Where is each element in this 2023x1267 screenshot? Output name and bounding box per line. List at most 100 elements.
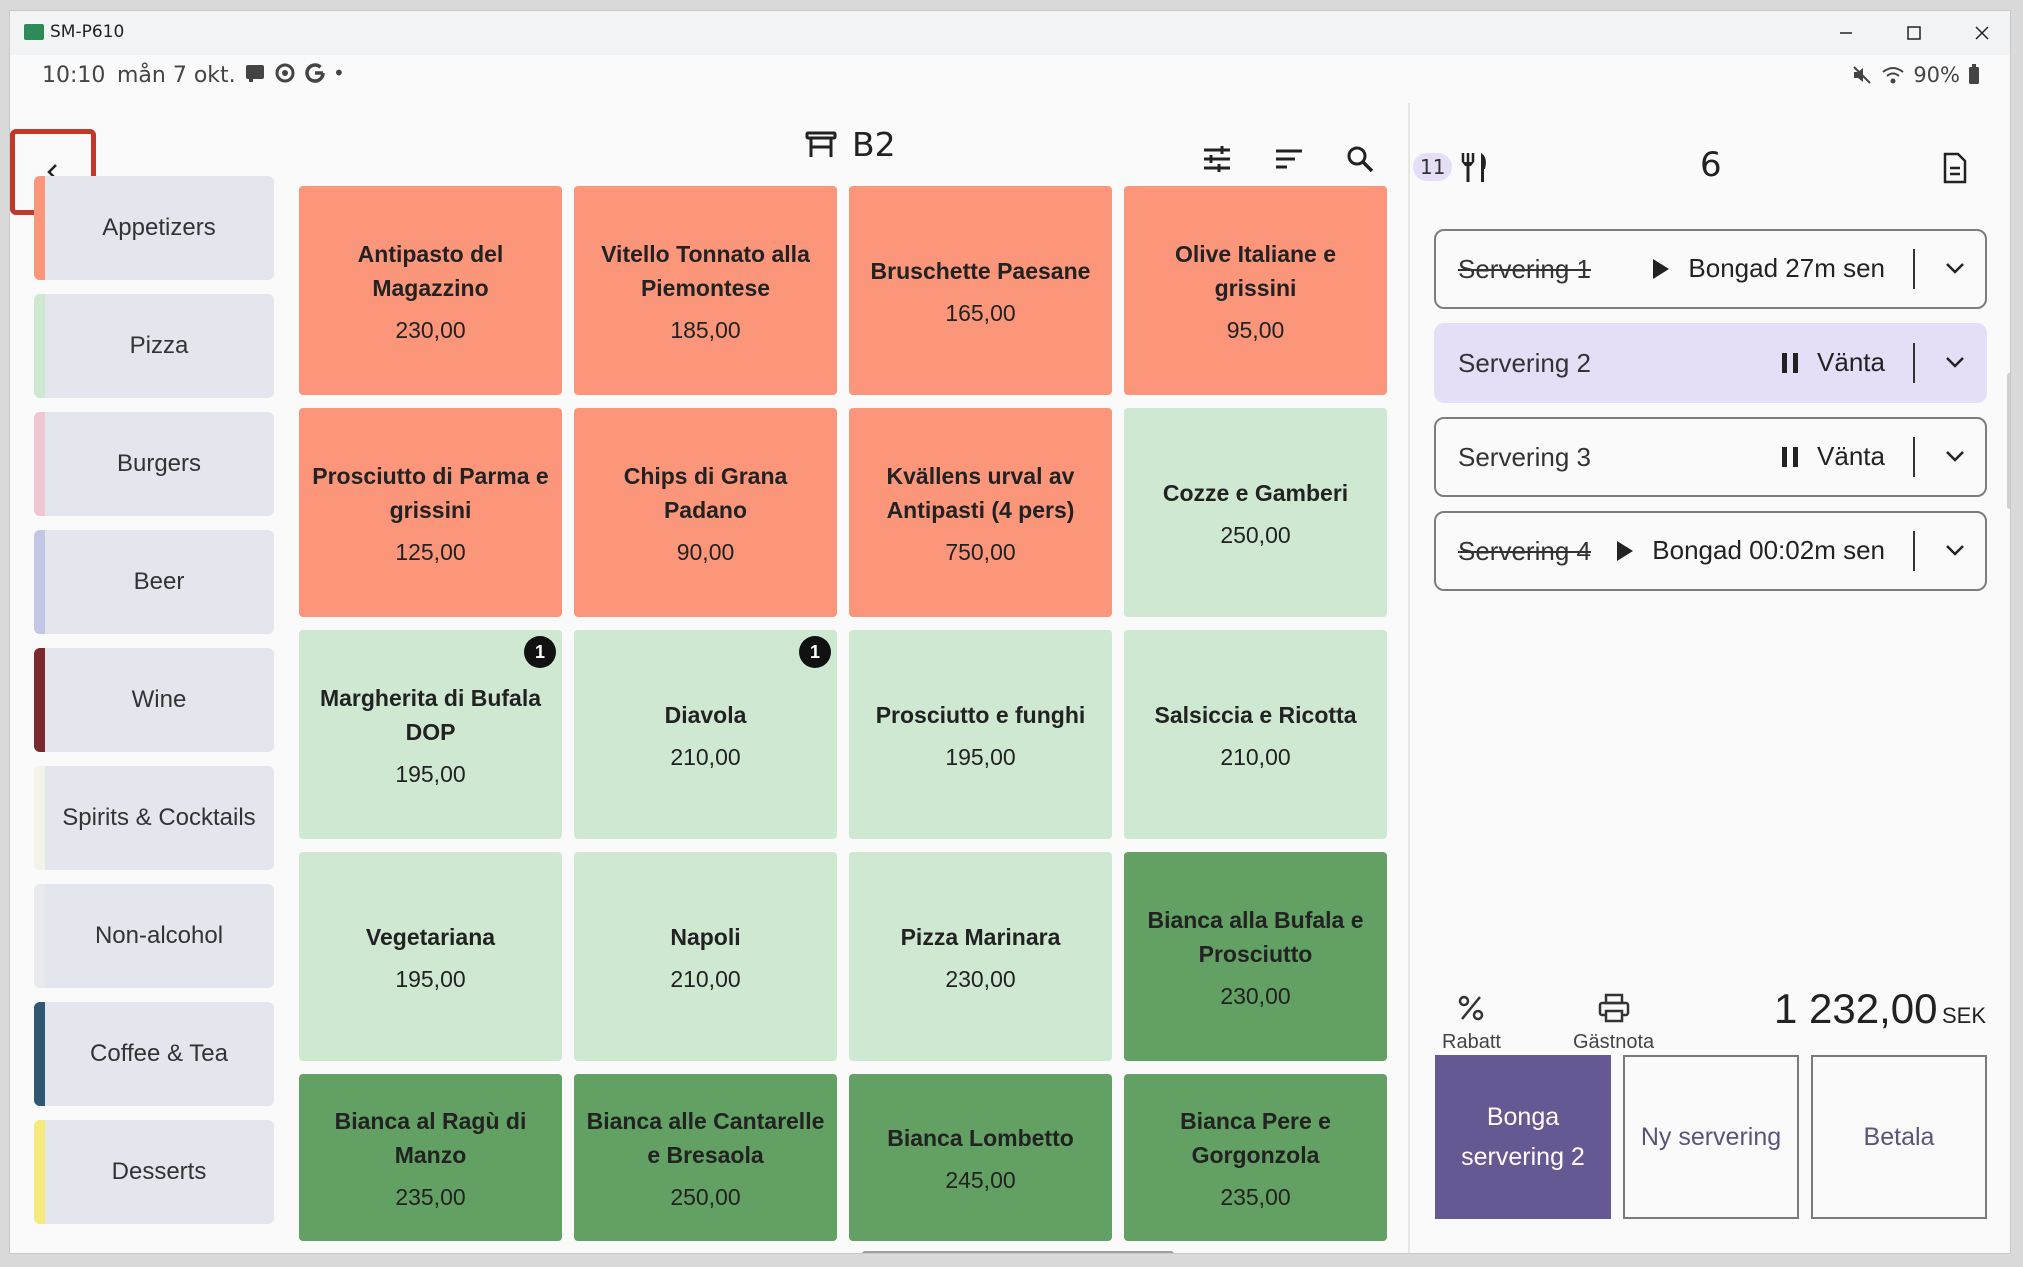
product-name: Prosciutto e funghi <box>875 702 1086 728</box>
product-tile[interactable]: Napoli 210,00 <box>574 852 837 1061</box>
product-price: 195,00 <box>395 966 466 992</box>
product-price: 230,00 <box>1220 983 1291 1009</box>
maximize-button[interactable] <box>1884 15 1944 51</box>
product-tile[interactable]: Antipasto del Magazzino 230,00 <box>299 186 562 395</box>
chevron-down-icon[interactable] <box>1943 350 1967 374</box>
category-color-bar <box>34 766 45 870</box>
app-icon <box>24 24 44 40</box>
course-row-4[interactable]: Servering 4 Bongad 00:02m sen <box>1434 511 1987 591</box>
category-pizza[interactable]: Pizza <box>34 294 274 398</box>
discount-button[interactable]: Rabatt <box>1442 993 1501 1054</box>
wifi-icon <box>1882 67 1904 84</box>
course-separator <box>1913 249 1915 289</box>
filter-button[interactable] <box>1187 129 1247 189</box>
product-name: Kvällens urval av Antipasti (4 pers) <box>886 463 1075 523</box>
course-row-2[interactable]: Servering 2 Vänta <box>1434 323 1987 403</box>
chevron-down-icon[interactable] <box>1943 256 1967 280</box>
battery-icon <box>1969 64 1979 84</box>
course-separator <box>1913 531 1915 571</box>
product-tile[interactable]: Prosciutto di Parma e grissini 125,00 <box>299 408 562 617</box>
product-tile[interactable]: 1 Margherita di Bufala DOP 195,00 <box>299 630 562 839</box>
course-status-text: Bongad 00:02m sen <box>1652 535 1885 565</box>
category-non-alcohol[interactable]: Non-alcohol <box>34 884 274 988</box>
guests-indicator[interactable]: 11 <box>1413 150 1490 184</box>
minimize-icon <box>1840 32 1852 34</box>
product-tile[interactable]: Cozze e Gamberi 250,00 <box>1124 408 1387 617</box>
navigation-handle[interactable] <box>862 1251 1174 1253</box>
product-price: 250,00 <box>1220 522 1291 548</box>
product-tile[interactable]: Olive Italiane e grissini 95,00 <box>1124 186 1387 395</box>
total-currency: SEK <box>1941 1003 1986 1028</box>
product-name: Prosciutto di Parma e grissini <box>312 463 549 523</box>
pause-icon <box>1782 446 1799 467</box>
product-price: 210,00 <box>1220 744 1291 770</box>
play-icon <box>1653 258 1670 279</box>
new-course-button[interactable]: Ny servering <box>1623 1055 1799 1219</box>
category-label: Burgers <box>116 450 202 477</box>
battery-level: 90% <box>1913 63 1960 87</box>
product-tile[interactable]: Salsiccia e Ricotta 210,00 <box>1124 630 1387 839</box>
category-beer[interactable]: Beer <box>34 530 274 634</box>
total-amount: 1 232,00 <box>1774 985 1938 1032</box>
product-tile[interactable]: Bianca alla Bufala e Prosciutto 230,00 <box>1124 852 1387 1061</box>
product-tile[interactable]: Prosciutto e funghi 195,00 <box>849 630 1112 839</box>
order-item-count: 6 <box>1700 145 1722 185</box>
product-price: 195,00 <box>945 744 1016 770</box>
category-color-bar <box>34 1002 45 1106</box>
pay-button[interactable]: Betala <box>1811 1055 1987 1219</box>
chevron-down-icon[interactable] <box>1943 444 1967 468</box>
chevron-down-icon[interactable] <box>1943 538 1967 562</box>
category-label: Pizza <box>129 332 189 359</box>
search-button[interactable] <box>1330 129 1390 189</box>
category-coffee-tea[interactable]: Coffee & Tea <box>34 1002 274 1106</box>
category-color-bar <box>34 1120 45 1224</box>
product-tile[interactable]: Bianca alle Cantarelle e Bresaola 250,00 <box>574 1074 837 1241</box>
product-tile[interactable]: Kvällens urval av Antipasti (4 pers) 750,… <box>849 408 1112 617</box>
category-wine[interactable]: Wine <box>34 648 274 752</box>
product-name: Bianca alle Cantarelle e Bresaola <box>586 1108 825 1168</box>
product-name: Pizza Marinara <box>900 924 1061 950</box>
product-price: 250,00 <box>670 1184 741 1210</box>
close-button[interactable] <box>1952 15 2010 51</box>
product-name: Cozze e Gamberi <box>1162 480 1349 506</box>
fire-course-button[interactable]: Bonga servering 2 <box>1435 1055 1611 1219</box>
category-desserts[interactable]: Desserts <box>34 1120 274 1224</box>
product-price: 210,00 <box>670 966 741 992</box>
category-burgers[interactable]: Burgers <box>34 412 274 516</box>
product-tile[interactable]: 1 Diavola 210,00 <box>574 630 837 839</box>
product-tile[interactable]: Chips di Grana Padano 90,00 <box>574 408 837 617</box>
course-row-3[interactable]: Servering 3 Vänta <box>1434 417 1987 497</box>
product-tile[interactable]: Bruschette Paesane 165,00 <box>849 186 1112 395</box>
product-price: 90,00 <box>676 539 735 565</box>
guest-bill-button[interactable]: Gästnota <box>1573 993 1654 1054</box>
sort-button[interactable] <box>1259 129 1319 189</box>
scroll-indicator[interactable] <box>2007 373 2010 509</box>
product-name: Napoli <box>670 924 741 950</box>
course-name: Servering 1 <box>1458 254 1591 284</box>
course-status-text: Vänta <box>1817 441 1885 471</box>
category-spirits-cocktails[interactable]: Spirits & Cocktails <box>34 766 274 870</box>
product-name: Bianca al Ragù di Manzo <box>334 1108 527 1168</box>
course-status: Bongad 00:02m sen <box>1616 535 1885 566</box>
product-tile[interactable]: Bianca Lombetto 245,00 <box>849 1074 1112 1241</box>
product-tile[interactable]: Bianca Pere e Gorgonzola 235,00 <box>1124 1074 1387 1241</box>
product-tile[interactable]: Vitello Tonnato alla Piemontese 185,00 <box>574 186 837 395</box>
product-tile[interactable]: Vegetariana 195,00 <box>299 852 562 1061</box>
receipt-button[interactable] <box>1930 143 1980 193</box>
title-bar: SM-P610 <box>10 11 2010 55</box>
product-tile[interactable]: Pizza Marinara 230,00 <box>849 852 1112 1061</box>
category-color-bar <box>34 884 45 988</box>
receipt-icon <box>1943 152 1967 184</box>
product-price: 185,00 <box>670 317 741 343</box>
product-name: Vegetariana <box>365 924 496 950</box>
device-screen: 10:10 mån 7 okt. • 90% B2 <box>10 55 2010 1253</box>
minimize-button[interactable] <box>1816 15 1876 51</box>
play-icon <box>1617 540 1634 561</box>
category-color-bar <box>34 176 45 280</box>
table-icon <box>805 131 837 157</box>
product-tile[interactable]: Bianca al Ragù di Manzo 235,00 <box>299 1074 562 1241</box>
category-appetizers[interactable]: Appetizers <box>34 176 274 280</box>
course-row-1[interactable]: Servering 1 Bongad 27m sen <box>1434 229 1987 309</box>
course-status: Vänta <box>1781 347 1885 378</box>
category-color-bar <box>34 294 45 398</box>
